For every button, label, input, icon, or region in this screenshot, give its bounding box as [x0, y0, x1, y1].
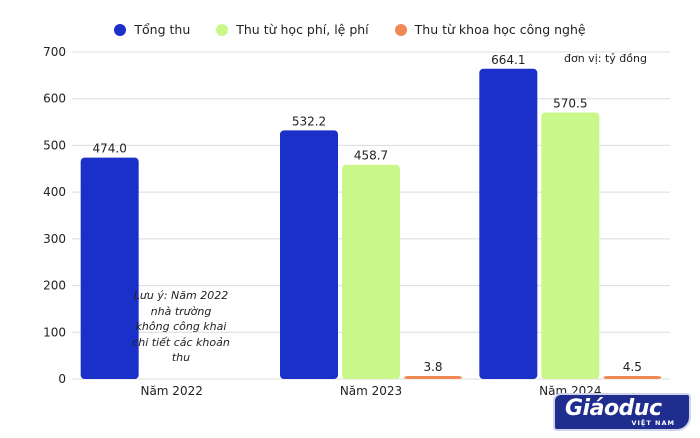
bar: [541, 112, 600, 380]
bar: [479, 68, 538, 379]
data-label: 664.1: [491, 53, 525, 67]
side-note: Lưu ý: Năm 2022 nhà trường không công kh…: [132, 289, 230, 364]
data-label: 570.5: [553, 96, 587, 110]
y-tick-label: 100: [43, 325, 66, 339]
brand-logo: Giáoduc VIỆT NAM: [553, 393, 691, 431]
y-tick-label: 300: [43, 232, 66, 246]
data-label: 532.2: [292, 114, 326, 128]
logo-sub-text: VIỆT NAM: [631, 419, 675, 427]
data-label: 3.8: [423, 360, 442, 374]
data-label: 4.5: [623, 360, 642, 374]
y-tick-label: 400: [43, 185, 66, 199]
bar: [342, 164, 400, 379]
y-tick-label: 600: [43, 92, 66, 106]
legend-item-khcn: Thu từ khoa học công nghệ: [394, 22, 586, 37]
legend-item-tong-thu: Tổng thu: [114, 22, 190, 37]
y-tick-label: 700: [43, 45, 66, 59]
y-tick-label: 500: [43, 138, 66, 152]
bar: [80, 157, 139, 379]
bar: [404, 376, 462, 379]
x-tick-label: Năm 2022: [140, 384, 202, 398]
legend-label: Thu từ học phí, lệ phí: [236, 22, 369, 37]
legend-label: Tổng thu: [134, 22, 191, 37]
legend-label: Thu từ khoa học công nghệ: [414, 22, 586, 37]
data-label: 474.0: [92, 142, 126, 156]
unit-note: đơn vị: tỷ đồng: [564, 52, 647, 65]
legend-marker: [114, 23, 127, 36]
logo-main-text: Giáoduc: [565, 396, 662, 421]
legend-marker: [216, 23, 229, 36]
legend: Tổng thu Thu từ học phí, lệ phí Thu từ k…: [0, 22, 700, 37]
bar: [603, 376, 662, 379]
x-tick-label: Năm 2023: [340, 384, 402, 398]
y-tick-label: 200: [43, 279, 66, 293]
legend-item-hoc-phi: Thu từ học phí, lệ phí: [216, 22, 369, 37]
bar: [280, 130, 338, 379]
y-tick-label: 0: [58, 372, 66, 386]
legend-marker: [394, 23, 407, 36]
data-label: 458.7: [354, 149, 388, 163]
